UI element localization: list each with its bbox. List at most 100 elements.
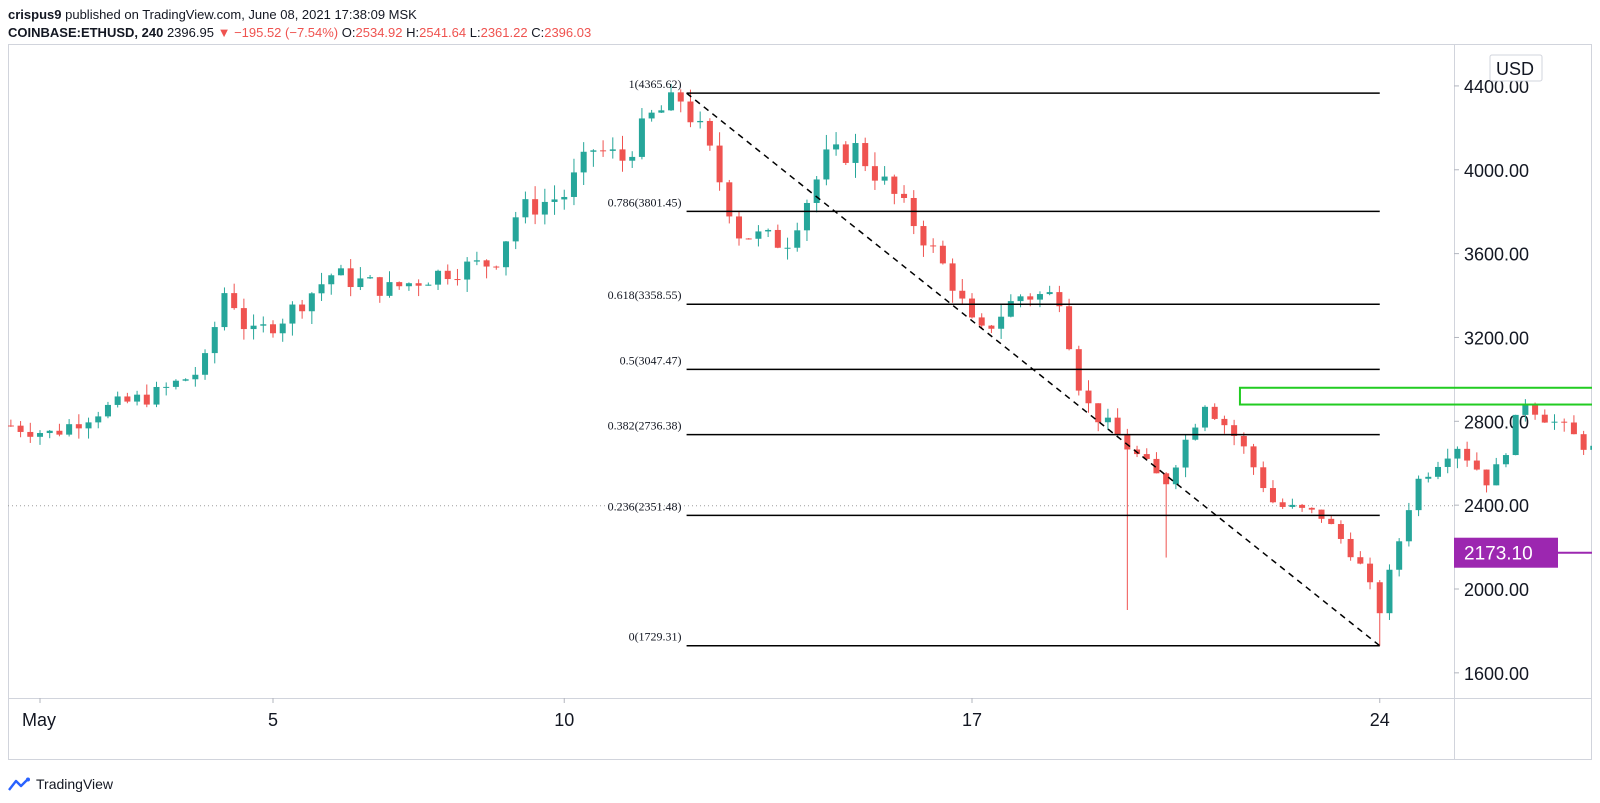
candle-body (425, 284, 432, 286)
candle-body (1163, 473, 1170, 485)
candle-body (1532, 405, 1539, 415)
candle-body (1551, 421, 1558, 423)
fib-level-label: 0.5(3047.47) (620, 353, 682, 367)
candle-body (1007, 301, 1014, 317)
candle-body (570, 172, 577, 197)
candle-body (1590, 445, 1592, 450)
high-value: 2541.64 (419, 25, 467, 40)
candle-body (269, 324, 277, 334)
price-chart[interactable]: 4400.00 4000.00 3600.00 3200.00 2800.00 2400.… (8, 44, 1592, 760)
fib-level-label: 0.786(3801.45) (608, 195, 682, 209)
candle-body (920, 226, 927, 246)
candle-body (1027, 296, 1034, 300)
candle-body (1269, 488, 1276, 503)
candle-body (1318, 509, 1325, 519)
candle-body (600, 150, 607, 152)
candle-body (473, 260, 480, 262)
candle-body (36, 433, 44, 437)
y-tick-label: 4000.00 (1464, 161, 1529, 181)
candle-body (163, 386, 170, 388)
candle-body (1036, 294, 1043, 300)
candle-body (279, 323, 286, 334)
y-tick-label: 4400.00 (1464, 77, 1529, 97)
candle-body (1434, 466, 1442, 477)
candle-body (706, 120, 713, 146)
candle-body (1376, 582, 1383, 614)
candle-body (842, 144, 849, 163)
fib-trend-line (686, 92, 1381, 647)
close-value: 2396.03 (544, 25, 592, 40)
candle-body (968, 298, 976, 318)
x-tick-label: 17 (962, 710, 982, 730)
candle-body (1541, 414, 1548, 423)
candle-body (376, 277, 383, 296)
candle-body (1328, 518, 1335, 525)
candle-body (396, 282, 403, 287)
candle-body (1095, 403, 1102, 423)
candle-body (415, 283, 422, 286)
candle-body (454, 279, 461, 281)
candle-body (66, 424, 73, 435)
candle-body (1192, 427, 1199, 440)
candle-body (328, 275, 335, 285)
candle-body (182, 379, 189, 381)
last-price: 2396.95 (166, 25, 214, 40)
y-tick-label: 2400.00 (1464, 496, 1529, 516)
candle-body (435, 270, 442, 285)
fib-level-label: 0.382(2736.38) (608, 419, 682, 433)
candle-body (464, 261, 471, 280)
published-text: published on TradingView.com, June 08, 2… (65, 7, 417, 22)
candle-body (483, 260, 490, 267)
x-tick-label: May (22, 710, 56, 730)
candle-body (949, 263, 956, 291)
candle-body (75, 424, 82, 429)
publish-info: crispus9 published on TradingView.com, J… (8, 7, 417, 23)
candle-body (1153, 458, 1160, 474)
candle-body (221, 293, 228, 328)
open-value: 2534.92 (355, 25, 403, 40)
candle-body (1124, 435, 1131, 450)
candle-body (444, 270, 451, 280)
candle-body (755, 231, 762, 239)
candle-body (192, 374, 199, 380)
candle-body (1231, 425, 1238, 436)
candle-body (677, 92, 684, 102)
candle-body (687, 101, 694, 123)
candle-body (172, 380, 179, 387)
candle-body (1046, 292, 1053, 295)
candle-body (1405, 510, 1412, 542)
candle-body (1493, 464, 1500, 486)
candle-body (143, 394, 150, 405)
candle-body (386, 282, 393, 296)
candle-body (1172, 467, 1179, 485)
candle-body (891, 176, 898, 194)
candle-body (833, 144, 840, 150)
candle-body (629, 156, 636, 161)
candle-body (502, 241, 510, 268)
candle-body (1221, 418, 1228, 426)
candle-body (1337, 524, 1344, 539)
candle-body (1240, 435, 1247, 447)
candle-body (959, 290, 966, 299)
candle-body (658, 110, 665, 113)
candle-body (153, 386, 160, 405)
candle-body (668, 92, 675, 111)
candle-body (1289, 504, 1296, 507)
candle-body (1347, 538, 1354, 558)
symbol-info: COINBASE:ETHUSD, 240 2396.95 ▼ −195.52 (… (8, 25, 591, 41)
candle-body (774, 229, 781, 248)
candle-body (95, 416, 102, 423)
y-tick-label: 3600.00 (1464, 245, 1529, 265)
author-name[interactable]: crispus9 (8, 7, 62, 22)
y-tick-label: 2000.00 (1464, 580, 1529, 600)
y-tick-label: 1600.00 (1464, 664, 1529, 684)
candle-body (1444, 458, 1451, 467)
candle-body (493, 266, 500, 268)
candle-body (240, 308, 247, 330)
candle-body (1085, 390, 1092, 404)
candle-body (988, 325, 995, 329)
x-tick-label: 24 (1370, 710, 1390, 730)
candle-body (852, 143, 859, 163)
fib-level-label: 0.236(2351.48) (608, 499, 682, 513)
candle-body (551, 199, 558, 202)
